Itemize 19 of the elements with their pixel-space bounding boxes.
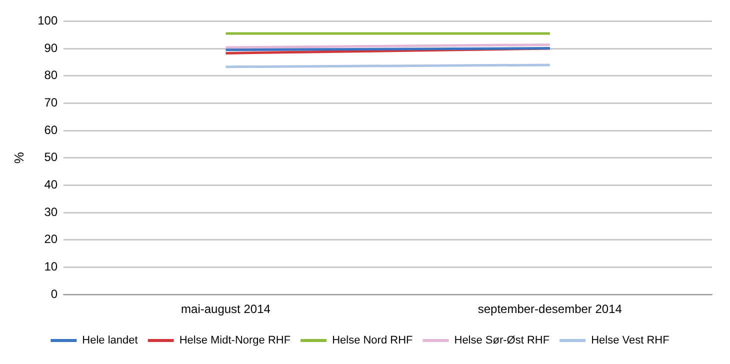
- y-tick-label: 10: [44, 260, 58, 274]
- y-tick-label: 40: [44, 178, 58, 192]
- y-tick-label: 70: [44, 96, 58, 110]
- legend-label: Helse Sør-Øst RHF: [454, 334, 550, 347]
- y-tick-label: 90: [44, 40, 58, 55]
- x-tick-label: mai-august 2014: [181, 302, 271, 316]
- y-tick-label: 50: [44, 150, 58, 164]
- y-tick-label: 60: [44, 122, 58, 137]
- x-tick-label: september-desember 2014: [478, 302, 622, 316]
- legend-label: Helse Vest RHF: [591, 334, 670, 347]
- y-tick-label: 0: [50, 286, 58, 301]
- legend-label: Helse Nord RHF: [332, 334, 414, 347]
- y-axis-title: %: [11, 152, 26, 164]
- y-tick-label: 20: [44, 232, 58, 246]
- y-tick-label: 100: [38, 14, 58, 28]
- legend-label: Hele landet: [82, 334, 138, 347]
- legend-label: Helse Midt-Norge RHF: [179, 334, 291, 347]
- y-tick-label: 30: [44, 204, 58, 219]
- y-tick-label: 80: [44, 68, 58, 82]
